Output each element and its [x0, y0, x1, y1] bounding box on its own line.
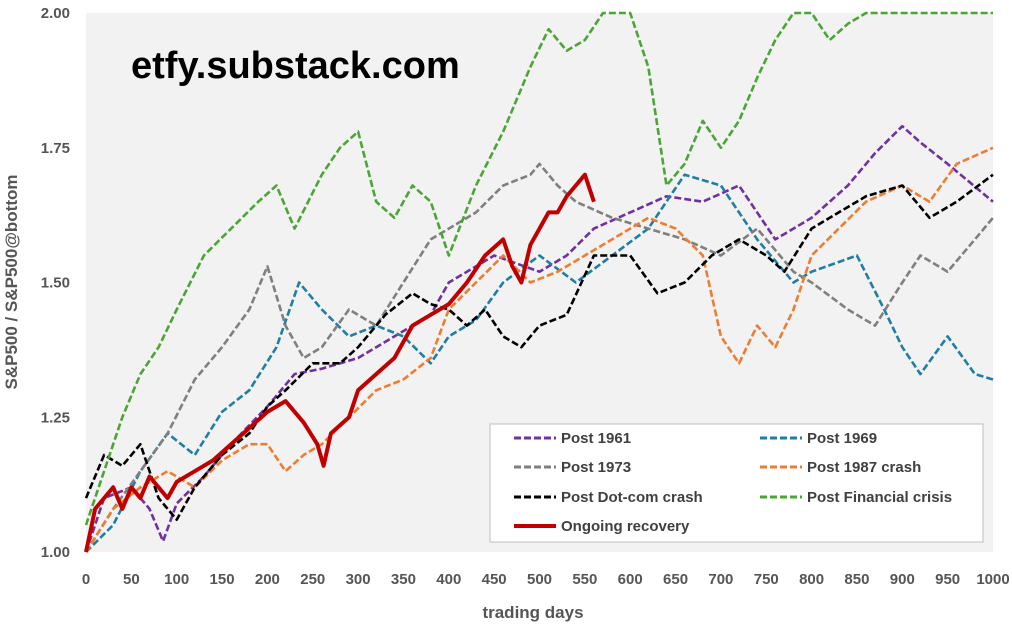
x-tick-label: 600 [618, 571, 643, 588]
legend-box [489, 423, 984, 543]
legend: Post 1961 Post 1969 Post 1973 Post 1987 cra… [489, 423, 984, 543]
legend-label: Post 1987 crash [807, 459, 921, 476]
x-tick-label: 0 [82, 571, 90, 588]
x-tick-label: 1000 [976, 571, 1009, 588]
x-axis-title: trading days [482, 603, 583, 622]
x-tick-label: 650 [663, 571, 688, 588]
x-tick-label: 300 [346, 571, 371, 588]
y-axis-title: S&P500 / S&P500@bottom [2, 175, 21, 390]
legend-label: Post 1961 [561, 430, 631, 447]
watermark-text: etfy.substack.com [131, 45, 460, 87]
legend-label: Post Dot-com crash [561, 489, 703, 506]
x-tick-label: 700 [708, 571, 733, 588]
y-tick-label: 1.75 [41, 140, 70, 157]
x-tick-label: 500 [527, 571, 552, 588]
legend-label: Post Financial crisis [807, 489, 952, 506]
x-tick-label: 800 [799, 571, 824, 588]
x-tick-label: 750 [754, 571, 779, 588]
x-tick-label: 400 [436, 571, 461, 588]
series-line-post-1969 [85, 173, 994, 553]
series-line-post-1987-crash [84, 146, 994, 553]
legend-label: Post 1969 [807, 430, 877, 447]
x-tick-label: 100 [164, 571, 189, 588]
series-line-ongoing-recovery [84, 172, 596, 553]
legend-label: Ongoing recovery [561, 518, 690, 535]
x-tick-label: 550 [572, 571, 597, 588]
x-tick-label: 450 [482, 571, 507, 588]
x-tick-label: 250 [300, 571, 325, 588]
tick-labels: 0 50 100 150 200 250 300 350 400 450 500 550 600 650 7… [41, 5, 1010, 588]
y-tick-label: 1.50 [41, 275, 70, 292]
legend-items: Post 1961 Post 1969 Post 1973 Post 1987 cra… [514, 430, 952, 535]
series-line-post-1961 [84, 124, 994, 553]
series-layer [84, 11, 994, 553]
x-tick-label: 150 [210, 571, 235, 588]
x-tick-label: 950 [935, 571, 960, 588]
x-tick-label: 350 [391, 571, 416, 588]
x-tick-label: 50 [123, 571, 140, 588]
series-line-post-1973 [84, 162, 994, 553]
y-tick-label: 1.25 [41, 409, 70, 426]
y-tick-label: 1.00 [41, 544, 70, 561]
legend-label: Post 1973 [561, 459, 631, 476]
y-tick-label: 2.00 [41, 5, 70, 22]
x-tick-label: 850 [844, 571, 869, 588]
series-line-post-dot-com-crash [84, 173, 994, 522]
series-line-post-financial-crisis [84, 11, 993, 526]
x-tick-label: 200 [255, 571, 280, 588]
x-tick-label: 900 [890, 571, 915, 588]
